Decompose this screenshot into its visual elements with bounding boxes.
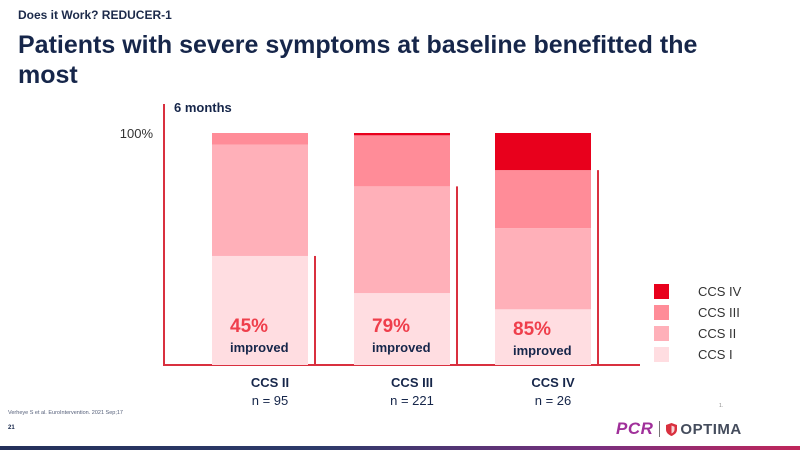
legend-label-ccs-iii: CCS III [698,305,740,320]
legend-label-ccs-ii: CCS II [698,326,736,341]
bar-ccs-iv-ccs-iv [495,133,591,171]
optima-logo-text: OPTIMA [680,420,742,438]
slide-subtitle: Does it Work? REDUCER-1 [18,8,172,22]
shield-icon [666,422,678,436]
category-n-label: n = 221 [390,393,434,408]
footer-logos: PCR OPTIMA [616,418,742,440]
bar-ccs-iv-ccs-iii [495,170,591,229]
legend-swatch-ccs-ii [654,326,669,341]
category-label: CCS II [251,375,289,390]
reference-mark: 1. [719,403,724,409]
y-axis-label: 100% [120,126,154,141]
page-number: 21 [8,425,15,431]
pcr-logo: PCR [616,419,654,438]
category-n-label: n = 95 [252,393,289,408]
category-label: CCS IV [531,375,575,390]
improved-percent-label: 85% [513,319,551,340]
legend-label-ccs-i: CCS I [698,347,733,362]
slide-title: Patients with severe symptoms at baselin… [18,31,698,89]
bar-ccs-iii-ccs-ii [354,186,450,294]
optima-logo: OPTIMA [666,421,741,438]
legend-swatch-ccs-iii [654,305,669,320]
legend-swatch-ccs-iv [654,284,669,299]
bar-ccs-iv-ccs-i [495,309,591,365]
reference-footnote: Verheye S et al. EuroIntervention. 2021 … [8,410,123,416]
bar-ccs-iii-ccs-i [354,293,450,365]
legend-label-ccs-iv: CCS IV [698,284,742,299]
bar-ccs-ii-ccs-i [212,255,308,365]
bottom-color-bar [0,446,800,450]
bar-ccs-ii-ccs-ii [212,144,308,256]
improved-word-label: improved [230,340,289,355]
chart-title: 6 months [174,100,232,115]
improved-percent-label: 79% [372,316,410,337]
category-label: CCS III [391,375,433,390]
bar-ccs-iii-ccs-iii [354,135,450,187]
bar-ccs-ii-ccs-iii [212,133,308,145]
bar-ccs-iv-ccs-ii [495,228,591,310]
bar-ccs-iii-ccs-iv [354,133,450,136]
category-n-label: n = 26 [535,393,572,408]
legend-swatch-ccs-i [654,347,669,362]
improved-word-label: improved [513,343,572,358]
logo-divider [659,421,661,437]
improved-percent-label: 45% [230,316,268,337]
improved-word-label: improved [372,340,431,355]
